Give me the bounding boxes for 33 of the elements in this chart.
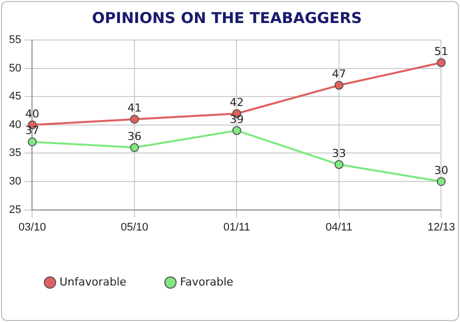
chart-title: OPINIONS ON THE TEABAGGERS xyxy=(92,8,362,27)
y-tick-label: 50 xyxy=(8,62,22,74)
legend-label: Favorable xyxy=(180,275,234,288)
y-tick-label: 40 xyxy=(8,118,22,131)
point xyxy=(334,160,344,170)
legend-label: Unfavorable xyxy=(60,275,127,288)
x-tick-label: 03/10 xyxy=(18,221,46,234)
data-label: 42 xyxy=(230,96,244,109)
point xyxy=(130,114,139,124)
data-label: 30 xyxy=(434,164,448,177)
point xyxy=(232,126,242,136)
data-label: 41 xyxy=(127,102,142,115)
point xyxy=(28,137,37,146)
data-label: 37 xyxy=(25,124,40,138)
point xyxy=(334,80,344,90)
point xyxy=(436,177,446,186)
y-tick-label: 55 xyxy=(8,34,22,46)
data-label: 47 xyxy=(332,68,346,81)
data-label: 36 xyxy=(127,130,142,143)
y-tick-label: 35 xyxy=(8,147,22,160)
x-tick-label: 01/11 xyxy=(223,221,250,234)
y-tick-label: 45 xyxy=(8,90,22,103)
x-tick-label: 12/13 xyxy=(427,221,455,234)
point xyxy=(130,143,139,152)
data-label: 40 xyxy=(25,107,40,120)
y-tick-label: 25 xyxy=(8,204,22,216)
point xyxy=(436,58,446,68)
x-tick-label: 04/11 xyxy=(326,221,352,234)
data-label: 33 xyxy=(332,146,346,160)
data-label: 39 xyxy=(230,112,244,126)
y-tick-label: 30 xyxy=(8,176,22,188)
x-tick-label: 05/10 xyxy=(120,221,148,234)
data-label: 51 xyxy=(434,45,448,58)
